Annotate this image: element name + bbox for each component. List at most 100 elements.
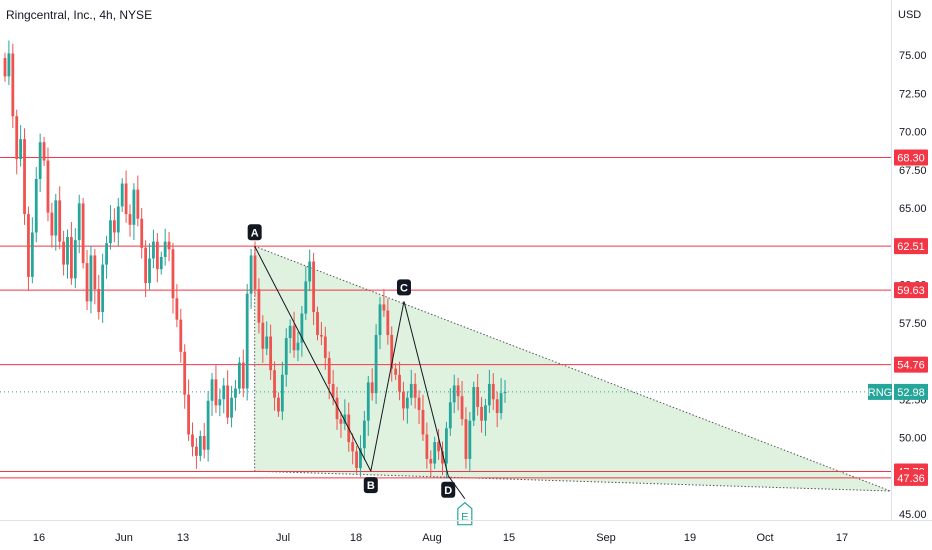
candle (89, 245, 93, 314)
x-tick-label: Jul (276, 532, 290, 544)
candle (253, 241, 257, 297)
candle (499, 377, 503, 420)
time-axis[interactable]: 16 Jun 13 Jul 18 Aug 15 Sep 19 Oct 17 (33, 532, 848, 544)
level-tag-label: 59.63 (897, 285, 925, 297)
candle (316, 306, 319, 341)
candle (112, 208, 116, 243)
candle (312, 252, 315, 326)
candle (58, 186, 62, 250)
candle (132, 183, 136, 241)
candle (273, 361, 276, 411)
pattern-leg (447, 475, 466, 499)
x-tick-label: 13 (177, 532, 189, 544)
candle (320, 321, 323, 346)
candle (144, 240, 148, 298)
candle (38, 133, 42, 192)
candle (296, 331, 300, 362)
x-tick-label: 18 (350, 532, 362, 544)
abcde-pattern: A B C D E (247, 224, 473, 526)
candle (292, 311, 296, 358)
candle (480, 397, 483, 433)
candle (105, 235, 108, 279)
triangle-edge (254, 245, 891, 492)
candle (456, 377, 460, 411)
candle (304, 266, 308, 321)
pattern-leg (403, 301, 449, 476)
candle (120, 178, 124, 212)
candle (234, 379, 237, 411)
candle (54, 193, 58, 251)
candle (402, 381, 405, 421)
candle (343, 399, 347, 431)
candle (7, 40, 11, 86)
candle (460, 380, 464, 426)
candle (339, 411, 343, 438)
candle (124, 170, 128, 223)
candle (323, 326, 327, 370)
candle (109, 205, 112, 250)
candle (441, 441, 444, 476)
candle (405, 391, 409, 424)
level-tag-label: 47.36 (897, 473, 925, 485)
x-tick-label: Jun (115, 532, 133, 544)
level-tag (894, 149, 928, 166)
candle (386, 298, 390, 345)
candle (15, 109, 19, 175)
chart-title: Ringcentral, Inc., 4h, NYSE (6, 8, 152, 22)
candle (359, 435, 362, 477)
candle (280, 361, 284, 421)
level-tag-label: 68.30 (897, 153, 925, 165)
candle (429, 450, 433, 477)
candle (191, 422, 194, 457)
candle (335, 386, 339, 430)
candle (73, 228, 77, 289)
candle (167, 231, 171, 262)
candle (452, 374, 456, 414)
candle (374, 324, 378, 404)
candle (464, 407, 468, 469)
candle (308, 249, 312, 292)
earnings-marker[interactable] (457, 501, 473, 526)
candle (370, 368, 374, 401)
candle (27, 206, 30, 291)
candle (97, 274, 101, 320)
candle (206, 391, 210, 462)
level-tag-label: 54.76 (897, 360, 925, 372)
pattern-point-label: D (444, 485, 452, 497)
candle (128, 204, 132, 237)
candle (437, 429, 440, 460)
candle (210, 372, 214, 416)
candle (503, 379, 507, 403)
candle (148, 243, 151, 290)
candle (398, 361, 401, 401)
candle (487, 369, 491, 413)
pattern-leg (370, 301, 405, 472)
level-tag (894, 469, 928, 486)
candle (163, 228, 167, 266)
pattern-point-marker (363, 477, 378, 494)
y-tick-label: 67.50 (899, 165, 927, 177)
y-tick-label: 50.00 (899, 433, 927, 445)
candle (249, 248, 253, 309)
x-tick-label: 15 (503, 532, 515, 544)
candle (218, 388, 222, 417)
candle (484, 398, 487, 436)
pattern-point-label: A (251, 227, 259, 239)
candle (378, 296, 382, 350)
candle (245, 283, 249, 401)
x-tick-label: 19 (684, 532, 696, 544)
candle (468, 412, 472, 472)
candle (81, 198, 85, 269)
y-tick-label: 57.50 (899, 318, 927, 330)
candle (175, 284, 179, 328)
candle (187, 379, 190, 441)
candle (70, 221, 73, 285)
x-tick-label: Oct (756, 532, 773, 544)
candle (77, 194, 81, 254)
candle (491, 373, 495, 411)
candle (433, 436, 437, 469)
candle (300, 306, 304, 357)
candle (159, 251, 163, 275)
